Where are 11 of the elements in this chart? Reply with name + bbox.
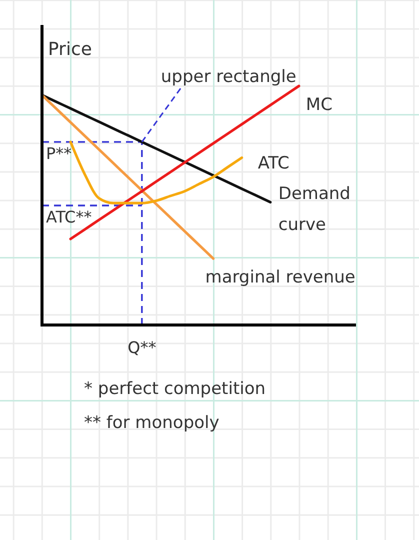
text: Q** <box>128 338 156 357</box>
ref-line-label: ATC** <box>46 208 92 226</box>
series-label: Demand curve <box>278 184 350 236</box>
text: ** for monopoly <box>84 413 220 433</box>
series-label: ATC <box>258 154 290 174</box>
annotation: upper rectangle <box>160 66 296 87</box>
y-axis-title: Price <box>48 39 92 60</box>
series-label: marginal revenue <box>205 268 356 288</box>
series-label: MC <box>306 95 332 115</box>
ref-line-label: P** <box>46 144 72 163</box>
text: * perfect competition <box>84 379 266 399</box>
